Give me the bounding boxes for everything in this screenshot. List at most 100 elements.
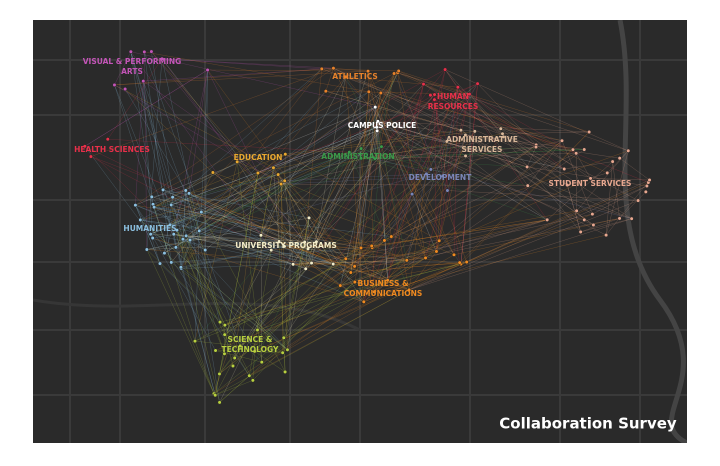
edge [152,204,362,249]
edge [592,185,647,215]
edge [84,146,153,239]
edge [152,237,176,248]
edge [283,263,334,338]
node [150,235,155,241]
edge [397,72,467,263]
edge [406,251,437,261]
node [138,217,143,222]
edge [619,157,650,181]
node [222,323,227,328]
edge [169,68,322,225]
edge [152,237,364,303]
edge [434,99,460,263]
edge [430,94,649,183]
edge [224,247,362,335]
node [238,343,243,348]
edge [561,140,593,215]
node [210,170,215,175]
edge [154,206,392,237]
edge [135,205,161,264]
edge [130,51,154,205]
edge [590,178,650,181]
edge [345,77,382,147]
node [385,278,390,283]
node [305,246,311,251]
edge [135,205,161,264]
edge [436,149,585,252]
edge [224,250,272,335]
edge [224,240,440,355]
edge [391,150,629,237]
node [281,335,286,340]
node [591,222,596,228]
edge [182,148,362,240]
edge [140,219,280,242]
node [375,119,380,124]
edge [371,146,382,246]
edge [260,235,388,281]
edge [377,121,528,168]
node [144,247,149,252]
edge [189,90,327,241]
edge [180,240,191,268]
node [421,82,426,87]
node [501,134,506,139]
edge [278,241,286,372]
node [291,262,296,267]
edge [219,281,355,403]
edge [391,144,537,237]
node [159,56,165,61]
edge [254,261,467,352]
node [545,217,550,222]
node [133,203,138,208]
edge [377,121,607,236]
edge [182,91,369,240]
edge [361,136,504,159]
edge [307,93,470,250]
node [148,232,153,237]
edge [374,130,378,159]
edge [411,133,503,195]
edge [381,146,408,261]
edge [350,262,460,273]
node [180,237,186,242]
edge [84,146,280,242]
edge [361,158,528,186]
edge [333,68,565,170]
node [331,66,336,71]
edge [381,146,431,170]
node [423,255,428,260]
edge [605,179,650,236]
edge [340,263,461,286]
edge [371,131,475,247]
edge [321,68,537,148]
edge [176,106,376,231]
edge [175,92,381,248]
edge [154,172,214,208]
edge [224,261,467,326]
node [562,166,567,172]
node [277,239,282,244]
edge [284,246,373,248]
edge [114,84,175,235]
edge [273,130,378,168]
node [590,212,595,217]
node [169,202,174,207]
edge [171,204,206,251]
edge [387,190,448,281]
node [587,129,592,135]
edge [249,289,410,376]
edge [305,217,310,269]
edge [151,190,186,198]
edge [90,67,334,157]
edge [612,161,620,219]
node [331,261,336,267]
edge [169,224,225,335]
node [582,217,587,222]
edge [257,291,375,331]
edge [234,173,259,358]
edge [143,80,285,181]
node [170,195,175,200]
title: Collaboration Survey [499,415,677,433]
